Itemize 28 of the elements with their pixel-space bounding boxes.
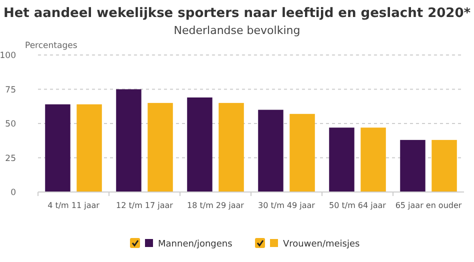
x-tick-label: 12 t/m 17 jaar bbox=[116, 201, 174, 210]
x-tick-label: 18 t/m 29 jaar bbox=[187, 201, 245, 210]
bar bbox=[116, 89, 142, 192]
chart-subtitle: Nederlandse bevolking bbox=[174, 24, 300, 37]
bar bbox=[76, 104, 102, 192]
bar bbox=[218, 102, 244, 192]
bar bbox=[45, 104, 70, 192]
bar bbox=[432, 140, 457, 192]
bar bbox=[148, 102, 173, 192]
x-tick-label: 4 t/m 11 jaar bbox=[48, 201, 100, 210]
bar bbox=[329, 128, 354, 192]
bar bbox=[258, 110, 284, 192]
bar bbox=[187, 97, 212, 192]
legend-label: Vrouwen/meisjes bbox=[283, 240, 360, 250]
y-tick-label: 50 bbox=[5, 120, 16, 130]
x-tick-label: 65 jaar en ouder bbox=[395, 201, 462, 210]
legend-label: Mannen/jongens bbox=[158, 240, 233, 250]
chart-title: Het aandeel wekelijkse sporters naar leeftijd en geslacht 2020* bbox=[3, 6, 471, 21]
bar bbox=[290, 114, 315, 192]
y-tick-label: 0 bbox=[10, 188, 16, 198]
x-tick-label: 30 t/m 49 jaar bbox=[258, 201, 316, 210]
bar bbox=[360, 128, 386, 192]
y-tick-label: 100 bbox=[0, 51, 16, 61]
bar bbox=[400, 140, 426, 192]
x-tick-label: 50 t/m 64 jaar bbox=[329, 201, 387, 210]
y-tick-label: 75 bbox=[5, 85, 16, 96]
y-axis-title: Percentages bbox=[25, 41, 78, 51]
y-tick-label: 25 bbox=[5, 154, 16, 164]
